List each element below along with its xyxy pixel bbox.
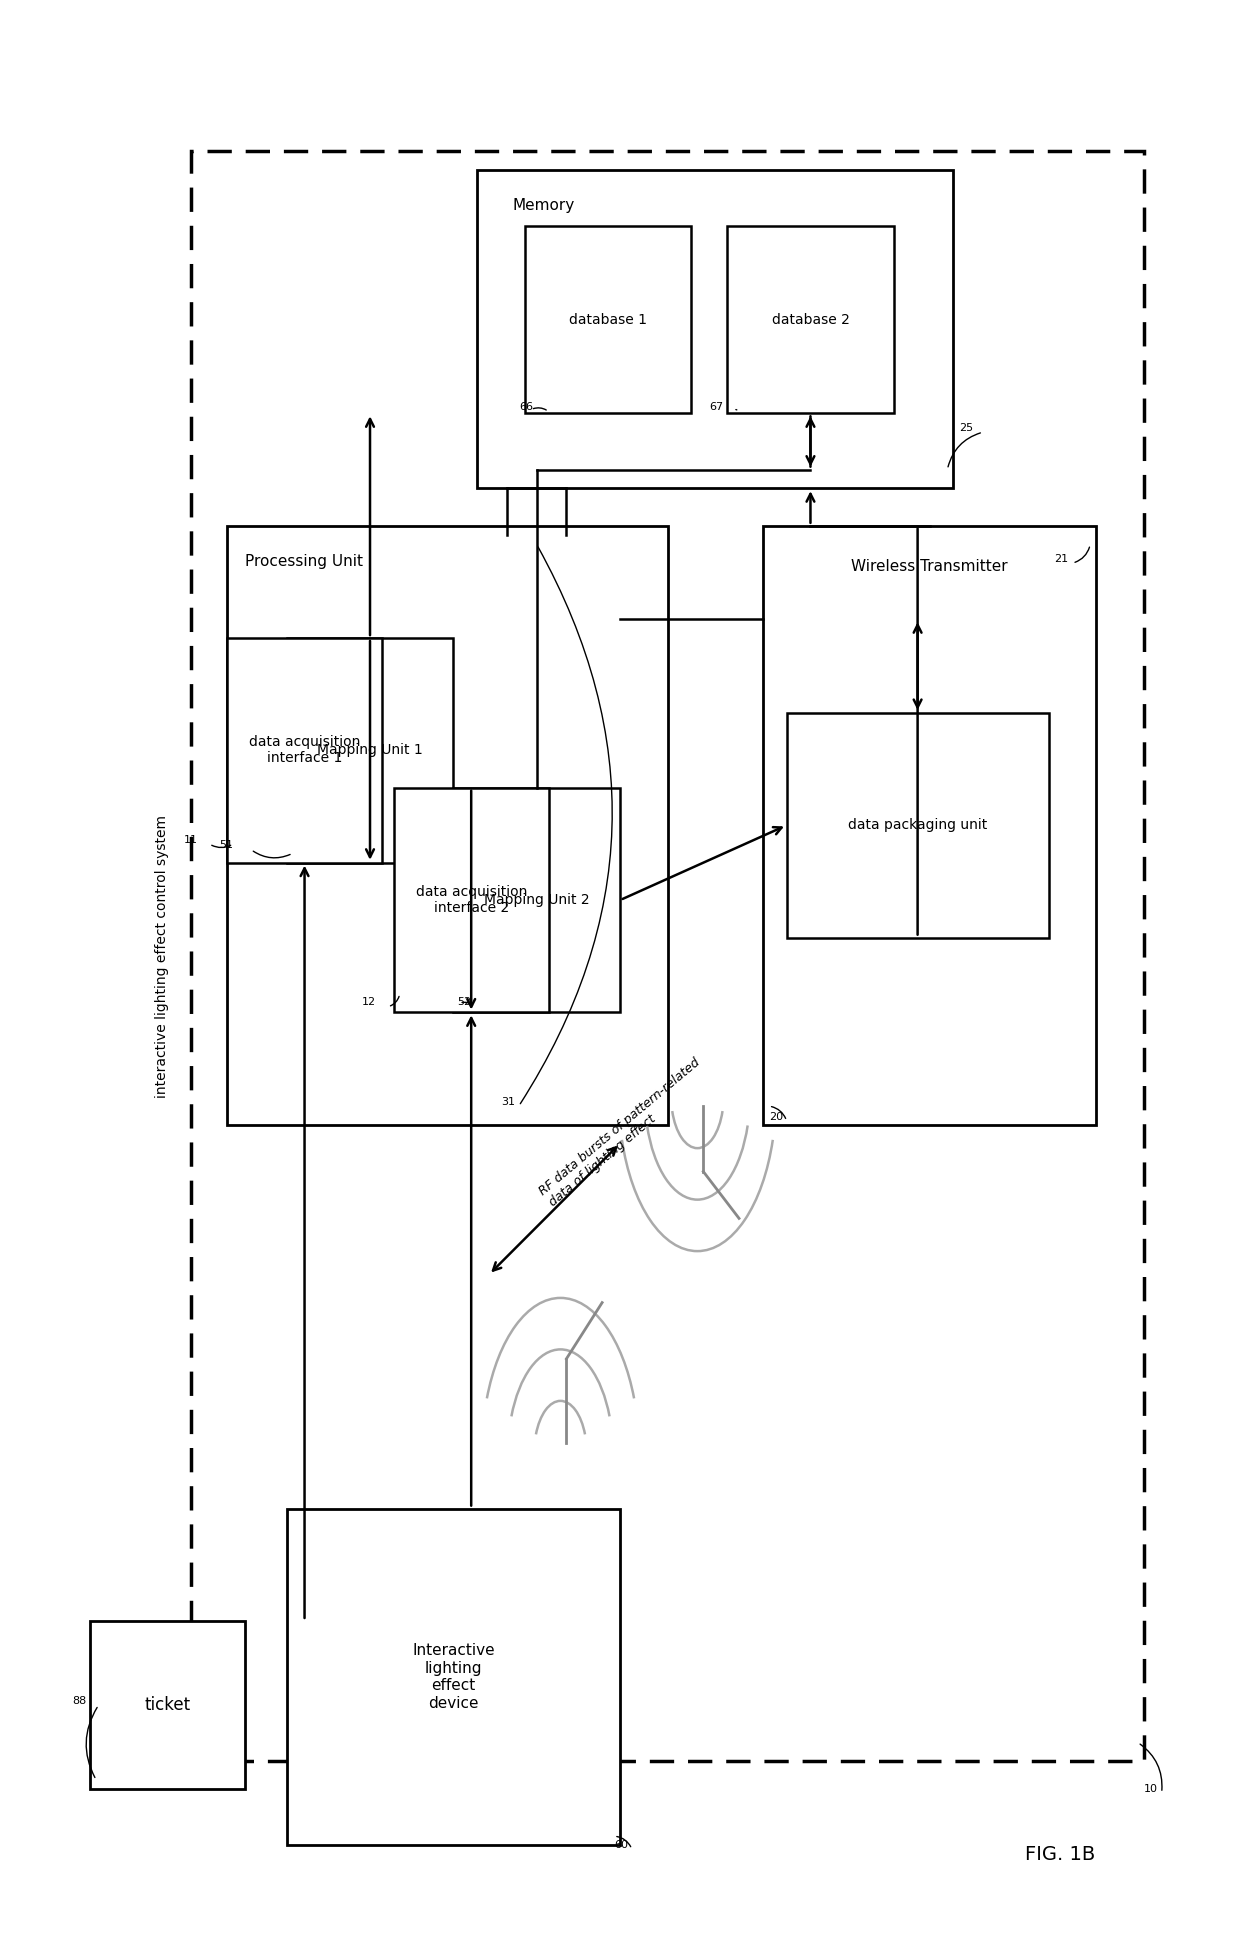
Text: Mapping Unit 2: Mapping Unit 2 [484, 893, 589, 907]
Text: RF data bursts of pattern-related
data of lighting effect: RF data bursts of pattern-related data o… [537, 1055, 712, 1209]
Text: 25: 25 [960, 423, 973, 433]
Text: 11: 11 [184, 835, 197, 844]
Text: ticket: ticket [145, 1696, 191, 1714]
Bar [286, 1509, 620, 1845]
Text: 67: 67 [709, 402, 723, 411]
Text: Mapping Unit 1: Mapping Unit 1 [317, 743, 423, 757]
Bar [786, 714, 1049, 938]
Text: Wireless Transmitter: Wireless Transmitter [851, 560, 1008, 575]
Text: database 1: database 1 [569, 312, 647, 328]
Bar [763, 526, 1096, 1125]
Bar [286, 638, 454, 862]
Bar [227, 638, 382, 862]
Text: Interactive
lighting
effect
device: Interactive lighting effect device [412, 1644, 495, 1710]
Text: 20: 20 [769, 1112, 782, 1121]
Bar [727, 226, 894, 413]
Text: database 2: database 2 [771, 312, 849, 328]
Text: 51: 51 [219, 840, 233, 850]
Bar [227, 526, 667, 1125]
Bar [525, 226, 692, 413]
Text: 12: 12 [362, 998, 376, 1008]
Text: data packaging unit: data packaging unit [848, 819, 987, 833]
Text: 52: 52 [456, 998, 471, 1008]
Text: Memory: Memory [513, 199, 575, 213]
Text: 66: 66 [518, 402, 533, 411]
Text: interactive lighting effect control system: interactive lighting effect control syst… [155, 815, 169, 1098]
Bar [394, 788, 548, 1012]
Text: 88: 88 [72, 1696, 87, 1706]
Text: Processing Unit: Processing Unit [246, 554, 363, 569]
Bar [477, 170, 954, 488]
Bar [91, 1620, 246, 1790]
Bar [191, 152, 1143, 1761]
Text: 60: 60 [614, 1841, 627, 1851]
Text: 31: 31 [501, 1096, 515, 1108]
Text: 21: 21 [1054, 554, 1069, 564]
Text: data acquisition
interface 2: data acquisition interface 2 [415, 885, 527, 915]
Bar [454, 788, 620, 1012]
Text: data acquisition
interface 1: data acquisition interface 1 [249, 735, 361, 766]
Text: FIG. 1B: FIG. 1B [1025, 1845, 1096, 1864]
Text: 10: 10 [1143, 1784, 1158, 1794]
